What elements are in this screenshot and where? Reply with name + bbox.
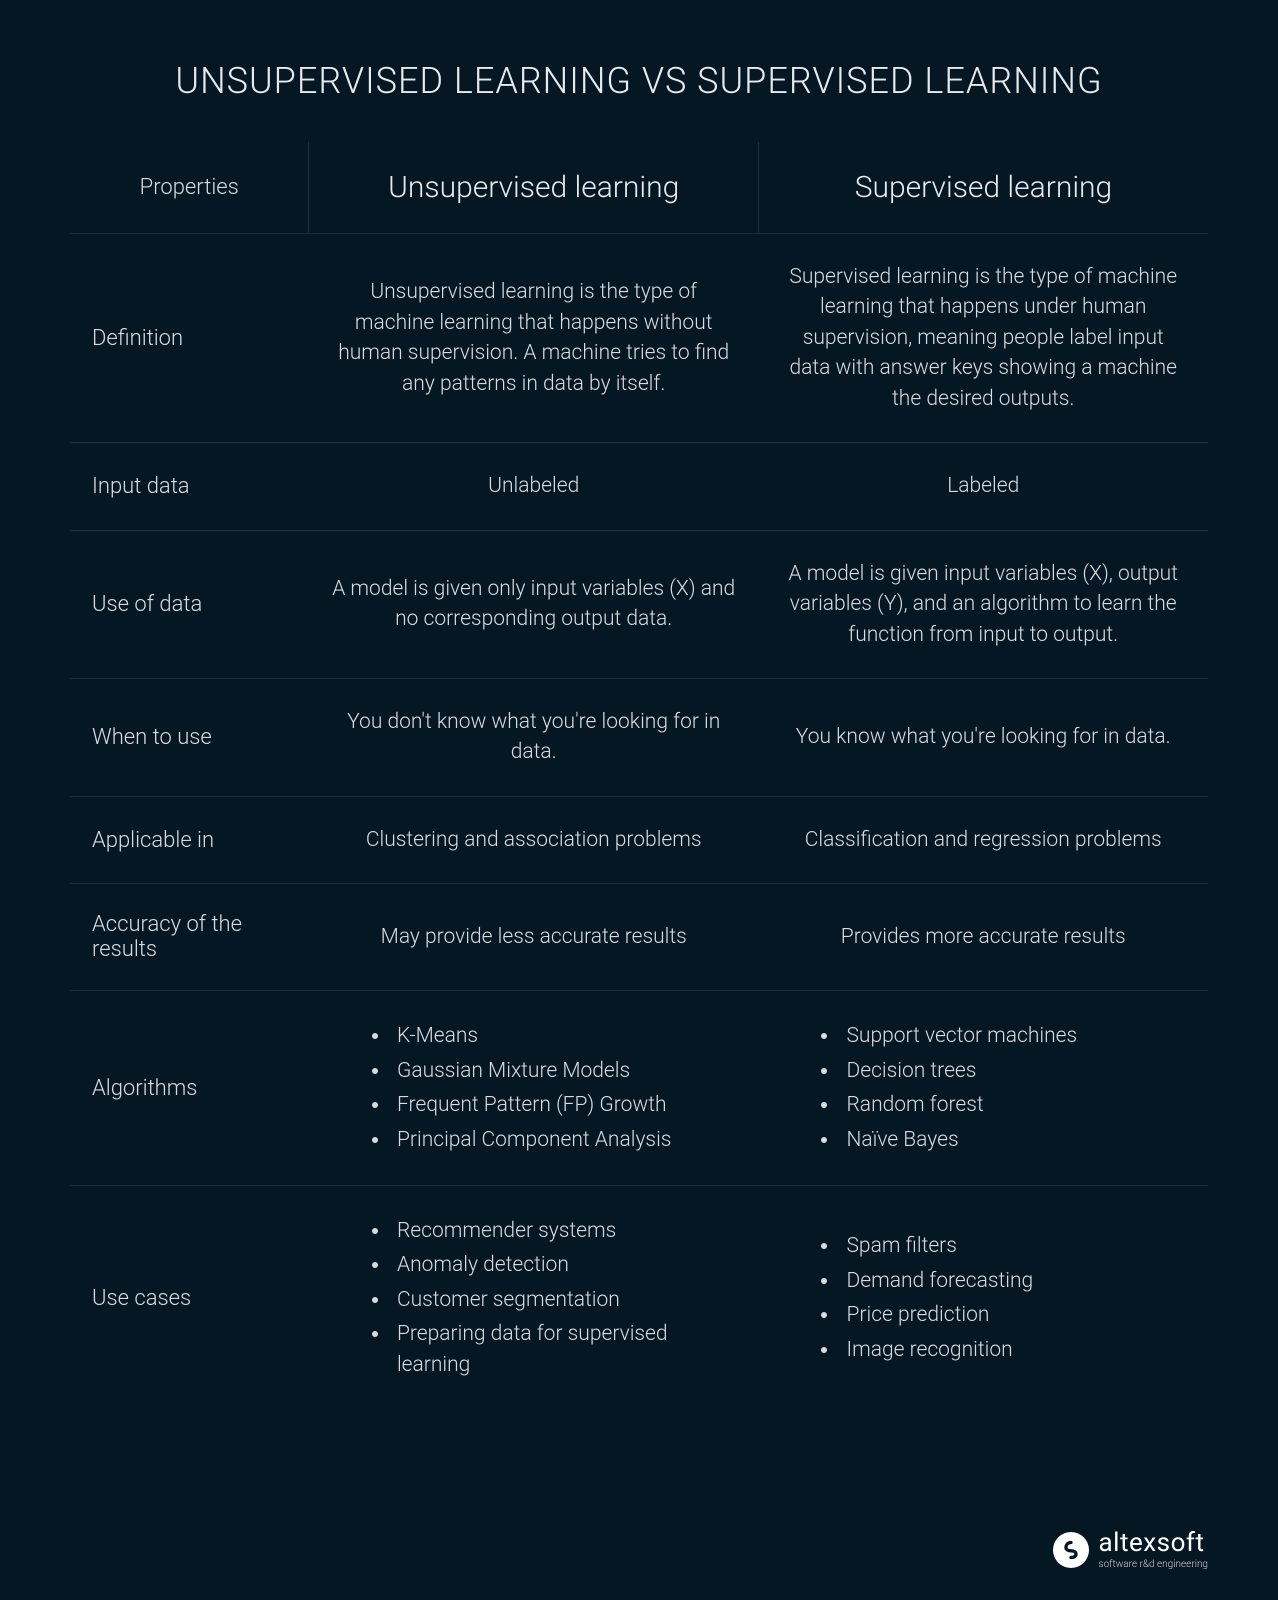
list-item: K-Means	[391, 1019, 737, 1053]
list-item: Gaussian Mixture Models	[391, 1054, 737, 1088]
list-item: Preparing data for supervised learning	[391, 1317, 737, 1382]
cell-use-of-data-unsupervised: A model is given only input variables (X…	[309, 530, 759, 678]
list-item: Image recognition	[840, 1333, 1186, 1367]
list-item: Spam filters	[840, 1229, 1186, 1263]
cell-definition-unsupervised: Unsupervised learning is the type of mac…	[309, 234, 759, 443]
list-algorithms-unsupervised: K-MeansGaussian Mixture ModelsFrequent P…	[331, 1019, 737, 1157]
column-header-unsupervised: Unsupervised learning	[309, 142, 759, 234]
list-item: Principal Component Analysis	[391, 1123, 737, 1157]
brand-tagline: software r&d engineering	[1099, 1560, 1209, 1570]
cell-algorithms-supervised: Support vector machinesDecision treesRan…	[758, 991, 1208, 1186]
table-body: DefinitionUnsupervised learning is the t…	[70, 234, 1208, 1411]
column-header-properties: Properties	[70, 142, 309, 234]
list-item: Demand forecasting	[840, 1264, 1186, 1298]
list-use-cases-supervised: Spam filtersDemand forecastingPrice pred…	[780, 1229, 1186, 1367]
list-use-cases-unsupervised: Recommender systemsAnomaly detectionCust…	[331, 1214, 737, 1382]
table-row: Input dataUnlabeledLabeled	[70, 443, 1208, 530]
cell-when-to-use-supervised: You know what you're looking for in data…	[758, 678, 1208, 796]
table-row: Use casesRecommender systemsAnomaly dete…	[70, 1186, 1208, 1411]
list-item: Decision trees	[840, 1054, 1186, 1088]
list-item: Anomaly detection	[391, 1248, 737, 1282]
cell-applicable-in-unsupervised: Clustering and association problems	[309, 796, 759, 883]
property-label-algorithms: Algorithms	[70, 991, 309, 1186]
page-title: UNSUPERVISED LEARNING VS SUPERVISED LEAR…	[70, 60, 1208, 102]
list-item: Naïve Bayes	[840, 1123, 1186, 1157]
table-row: Applicable inClustering and association …	[70, 796, 1208, 883]
list-item: Recommender systems	[391, 1214, 737, 1248]
property-label-accuracy: Accuracy of the results	[70, 884, 309, 991]
cell-input-data-unsupervised: Unlabeled	[309, 443, 759, 530]
cell-applicable-in-supervised: Classification and regression problems	[758, 796, 1208, 883]
table-row: Use of dataA model is given only input v…	[70, 530, 1208, 678]
property-label-use-of-data: Use of data	[70, 530, 309, 678]
list-item: Frequent Pattern (FP) Growth	[391, 1088, 737, 1122]
brand-name: altexsoft	[1099, 1530, 1209, 1556]
list-item: Price prediction	[840, 1298, 1186, 1332]
property-label-definition: Definition	[70, 234, 309, 443]
cell-input-data-supervised: Labeled	[758, 443, 1208, 530]
table-row: Accuracy of the resultsMay provide less …	[70, 884, 1208, 991]
cell-algorithms-unsupervised: K-MeansGaussian Mixture ModelsFrequent P…	[309, 991, 759, 1186]
list-algorithms-supervised: Support vector machinesDecision treesRan…	[780, 1019, 1186, 1157]
list-item: Customer segmentation	[391, 1283, 737, 1317]
list-item: Random forest	[840, 1088, 1186, 1122]
table-row: AlgorithmsK-MeansGaussian Mixture Models…	[70, 991, 1208, 1186]
cell-use-cases-unsupervised: Recommender systemsAnomaly detectionCust…	[309, 1186, 759, 1411]
property-label-applicable-in: Applicable in	[70, 796, 309, 883]
cell-when-to-use-unsupervised: You don't know what you're looking for i…	[309, 678, 759, 796]
comparison-table: Properties Unsupervised learning Supervi…	[70, 142, 1208, 1410]
cell-use-of-data-supervised: A model is given input variables (X), ou…	[758, 530, 1208, 678]
brand-mark-icon	[1053, 1532, 1089, 1568]
cell-accuracy-supervised: Provides more accurate results	[758, 884, 1208, 991]
property-label-input-data: Input data	[70, 443, 309, 530]
table-header-row: Properties Unsupervised learning Supervi…	[70, 142, 1208, 234]
brand-logo: altexsoft software r&d engineering	[1053, 1530, 1209, 1570]
cell-use-cases-supervised: Spam filtersDemand forecastingPrice pred…	[758, 1186, 1208, 1411]
property-label-when-to-use: When to use	[70, 678, 309, 796]
cell-definition-supervised: Supervised learning is the type of machi…	[758, 234, 1208, 443]
cell-accuracy-unsupervised: May provide less accurate results	[309, 884, 759, 991]
table-row: DefinitionUnsupervised learning is the t…	[70, 234, 1208, 443]
table-row: When to useYou don't know what you're lo…	[70, 678, 1208, 796]
property-label-use-cases: Use cases	[70, 1186, 309, 1411]
column-header-supervised: Supervised learning	[758, 142, 1208, 234]
list-item: Support vector machines	[840, 1019, 1186, 1053]
